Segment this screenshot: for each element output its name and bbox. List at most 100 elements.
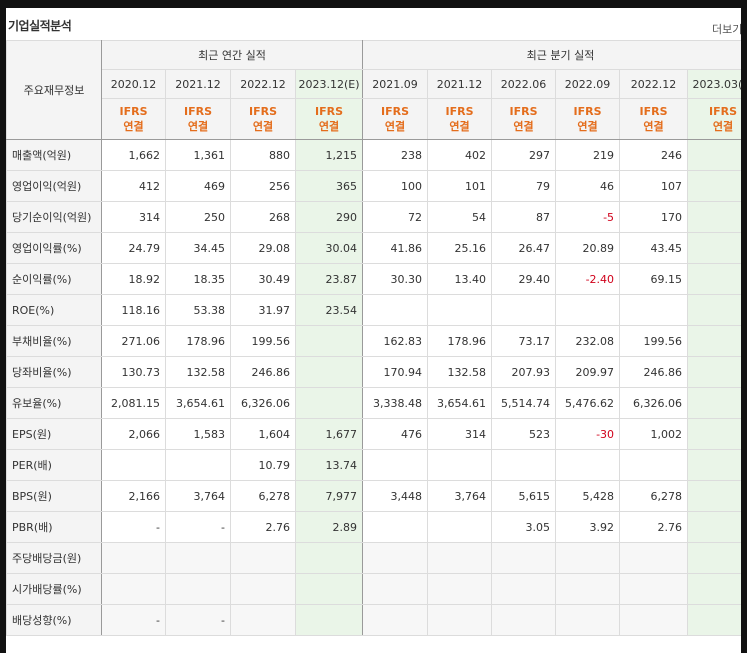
table-cell: 34.45 (165, 232, 231, 264)
table-row: 영업이익(억원) 412 469 256 365 100 101 79 46 107 (6, 170, 741, 202)
ifrs-standard: IFRS (315, 105, 344, 118)
table-cell: 170.94 (362, 356, 429, 388)
section-title: 기업실적분석 (8, 19, 72, 33)
ifrs-label: IFRS 연결 (555, 98, 621, 140)
financial-table: 주요재무정보 최근 연간 실적 최근 분기 실적 2020.12 2021.12 2… (6, 40, 741, 636)
table-cell: 2,166 (101, 480, 166, 512)
table-cell (230, 604, 296, 636)
row-label: 배당성향(%) (6, 604, 102, 636)
table-cell (294, 387, 364, 419)
table-row: 영업이익률(%) 24.79 34.45 29.08 30.04 41.86 25.16 26… (6, 232, 741, 264)
ifrs-standard: IFRS (573, 105, 602, 118)
table-cell: 41.86 (362, 232, 429, 264)
financial-panel: 기업실적분석 더보기 주요재무정보 최근 연간 실적 최근 분기 실적 2020… (6, 8, 741, 653)
ifrs-standard: IFRS (184, 105, 212, 118)
table-cell: - (165, 511, 231, 543)
table-cell (165, 449, 231, 481)
more-link[interactable]: 더보기 (712, 23, 741, 36)
table-cell (165, 573, 231, 605)
table-cell: 79 (491, 170, 557, 202)
period-header: 2022.12 (619, 69, 689, 99)
table-cell (619, 294, 689, 326)
period-header: 2020.12 (101, 69, 166, 99)
ifrs-label: IFRS 연결 (101, 98, 166, 140)
table-cell: 2.76 (230, 511, 296, 543)
table-cell: 101 (427, 170, 493, 202)
period-header: 2022.09 (555, 69, 621, 99)
table-cell (491, 542, 557, 574)
table-cell: 199.56 (619, 325, 689, 357)
table-cell: - (165, 604, 231, 636)
row-label: 영업이익률(%) (6, 232, 102, 264)
table-cell: 20.89 (555, 232, 621, 264)
row-label: 당좌비율(%) (6, 356, 102, 388)
table-cell (619, 542, 689, 574)
table-cell: 880 (230, 139, 296, 171)
table-cell: 219 (555, 139, 621, 171)
table-cell (619, 573, 689, 605)
table-row: 당기순이익(억원) 314 250 268 290 72 54 87 -5 170 (6, 201, 741, 233)
table-cell: 199.56 (230, 325, 296, 357)
table-cell: -30 (555, 418, 621, 450)
ifrs-consolidated: 연결 (123, 120, 144, 133)
group-quarterly: 최근 분기 실적 (362, 40, 741, 70)
table-cell: 3,764 (165, 480, 231, 512)
table-cell: 6,278 (230, 480, 296, 512)
table-cell (555, 542, 621, 574)
ifrs-consolidated: 연결 (513, 120, 534, 133)
table-cell: 170 (619, 201, 689, 233)
table-cell: 132.58 (165, 356, 231, 388)
table-cell: 100 (362, 170, 429, 202)
table-row: 매출액(억원) 1,662 1,361 880 1,215 238 402 297 219 246 (6, 139, 741, 171)
table-cell (427, 511, 493, 543)
table-cell (687, 232, 741, 264)
table-cell (491, 449, 557, 481)
table-cell: 30.04 (294, 232, 364, 264)
table-cell: 3,338.48 (362, 387, 429, 419)
table-cell: 3.92 (555, 511, 621, 543)
table-cell: 238 (362, 139, 429, 171)
ifrs-consolidated: 연결 (187, 120, 209, 133)
table-cell (362, 294, 429, 326)
table-cell: 107 (619, 170, 689, 202)
row-label: 당기순이익(억원) (6, 201, 102, 233)
table-cell (427, 604, 493, 636)
row-label: 매출액(억원) (6, 139, 102, 171)
table-cell (362, 449, 429, 481)
ifrs-standard: IFRS (445, 105, 474, 118)
table-cell (619, 604, 689, 636)
table-cell: 412 (101, 170, 166, 202)
table-cell: 3,654.61 (427, 387, 493, 419)
table-cell (427, 542, 493, 574)
row-header: 주요재무정보 (6, 40, 102, 140)
table-cell: 23.54 (294, 294, 364, 326)
table-cell: 23.87 (294, 263, 364, 295)
table-cell: 1,361 (165, 139, 231, 171)
table-row: EPS(원) 2,066 1,583 1,604 1,677 476 314 523 -30 1,… (6, 418, 741, 450)
table-cell (101, 542, 166, 574)
table-cell: 18.35 (165, 263, 231, 295)
table-cell (362, 542, 429, 574)
table-cell: 73.17 (491, 325, 557, 357)
table-cell: - (101, 511, 166, 543)
table-cell: 250 (165, 201, 231, 233)
table-cell: 10.79 (230, 449, 296, 481)
ifrs-consolidated: 연결 (577, 120, 598, 133)
row-label: 주당배당금(원) (6, 542, 102, 574)
table-cell (427, 294, 493, 326)
table-cell: 3,654.61 (165, 387, 231, 419)
table-cell: 5,428 (555, 480, 621, 512)
ifrs-consolidated: 연결 (384, 120, 406, 133)
table-cell: 209.97 (555, 356, 621, 388)
ifrs-label: IFRS 연결 (230, 98, 296, 140)
table-row: 당좌비율(%) 130.73 132.58 246.86 170.94 132.58 207… (6, 356, 741, 388)
table-cell: 207.93 (491, 356, 557, 388)
table-cell (687, 263, 741, 295)
table-cell: 87 (491, 201, 557, 233)
table-cell: 118.16 (101, 294, 166, 326)
table-cell (491, 573, 557, 605)
table-cell: 314 (427, 418, 493, 450)
table-cell (687, 294, 741, 326)
table-row: 시가배당률(%) (6, 573, 741, 605)
table-cell (687, 325, 741, 357)
